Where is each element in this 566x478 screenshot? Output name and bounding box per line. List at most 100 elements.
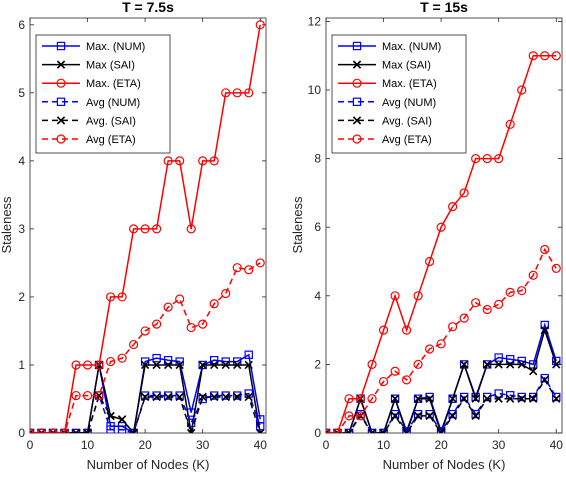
data-point-marker [71, 360, 81, 370]
data-point-marker [379, 428, 388, 433]
data-point-marker [256, 421, 265, 431]
data-point-marker [232, 263, 242, 273]
data-point-marker [425, 411, 434, 421]
x-tick-label: 10 [377, 438, 391, 452]
data-point-marker [221, 88, 231, 98]
data-point-marker [256, 428, 265, 433]
data-point-marker [163, 360, 173, 370]
data-point-marker [94, 390, 104, 401]
data-point-marker [425, 409, 434, 419]
data-point-marker [448, 322, 458, 332]
data-point-marker [494, 389, 503, 398]
data-point-marker [244, 88, 254, 98]
data-point-marker [59, 428, 70, 433]
data-point-marker [105, 292, 116, 302]
y-tick-label: 4 [314, 289, 321, 303]
series-line-6 [30, 262, 261, 433]
legend-marker [56, 78, 66, 88]
data-point-marker [552, 394, 561, 403]
data-point-marker [529, 392, 538, 402]
data-point-marker [459, 360, 469, 369]
data-point-marker [402, 427, 411, 433]
x-tick-label: 20 [434, 438, 448, 452]
data-point-marker [482, 154, 492, 164]
data-point-marker [390, 366, 400, 376]
data-point-marker [332, 428, 343, 433]
data-point-marker [529, 360, 538, 369]
data-point-marker [221, 288, 231, 299]
data-point-marker [48, 428, 58, 433]
legend-label: Max. (ETA) [382, 78, 437, 90]
data-point-marker [344, 428, 354, 433]
data-point-marker [540, 244, 550, 255]
series-line-3 [30, 24, 261, 433]
legend-marker [352, 60, 362, 69]
data-point-marker [82, 390, 93, 401]
data-point-marker [483, 360, 492, 369]
data-point-marker [255, 258, 265, 268]
legend: Max. (NUM) Max (SAI) Max. (ETA) Avg (NUM) Av… [331, 34, 467, 154]
data-point-marker [71, 428, 81, 433]
data-point-marker [82, 360, 93, 370]
legend-label: Avg (NUM) [382, 97, 436, 109]
data-point-marker [175, 156, 185, 166]
data-point-marker [355, 394, 366, 404]
data-point-marker [129, 224, 139, 234]
data-point-marker [186, 224, 196, 234]
y-tick-label: 6 [18, 18, 25, 32]
data-point-marker [209, 356, 219, 365]
x-tick-label: 40 [254, 438, 268, 452]
legend-marker [352, 78, 362, 88]
data-point-marker [163, 156, 173, 166]
legend-label: Avg (NUM) [86, 97, 140, 109]
legend-label: Avg (ETA) [382, 134, 432, 146]
data-point-marker [106, 425, 115, 433]
data-point-marker [344, 428, 354, 433]
legend-label: Avg. (SAI) [382, 115, 432, 127]
data-point-marker [436, 427, 446, 433]
series-line-4 [326, 376, 557, 433]
data-point-marker [390, 411, 400, 421]
data-point-marker [494, 154, 504, 164]
data-point-marker [152, 224, 162, 234]
legend-label: Max (SAI) [382, 60, 431, 72]
data-point-marker [459, 392, 469, 402]
data-point-marker [244, 360, 253, 370]
legend-label: Max. (NUM) [86, 41, 145, 53]
x-tick-label: 40 [550, 438, 564, 452]
chart-1-ylabel: Staleness [0, 196, 14, 254]
data-point-marker [152, 392, 161, 402]
legend-marker [352, 97, 362, 106]
data-point-marker [233, 360, 242, 370]
data-point-marker [233, 391, 242, 400]
data-point-marker [163, 392, 173, 402]
data-point-marker [210, 392, 219, 402]
data-point-marker [506, 360, 515, 369]
y-tick-label: 0 [314, 426, 321, 440]
data-point-marker [505, 355, 515, 364]
y-tick-label: 10 [308, 83, 322, 97]
y-tick-label: 5 [18, 86, 25, 100]
data-point-marker [152, 360, 161, 370]
x-tick-label: 30 [492, 438, 506, 452]
series-line-5 [326, 378, 557, 433]
data-point-marker [105, 356, 116, 367]
data-point-marker [517, 360, 526, 369]
data-point-marker [255, 20, 265, 30]
data-point-marker [494, 299, 504, 309]
data-point-marker [378, 325, 389, 335]
data-point-marker [459, 394, 469, 403]
data-point-marker [367, 394, 377, 404]
chart-panel-1: T = 7.5s Staleness Number of Nodes (K) 0… [0, 0, 267, 472]
y-tick-label: 3 [18, 222, 25, 236]
data-point-marker [117, 353, 127, 363]
data-point-marker [94, 360, 104, 370]
data-point-marker [129, 428, 138, 433]
x-tick-label: 10 [81, 438, 95, 452]
data-point-marker [494, 360, 503, 369]
data-point-marker [401, 375, 412, 385]
data-point-marker [505, 287, 515, 297]
chart-panel-2: T = 15s Staleness Number of Nodes (K) 0 1… [290, 0, 563, 472]
